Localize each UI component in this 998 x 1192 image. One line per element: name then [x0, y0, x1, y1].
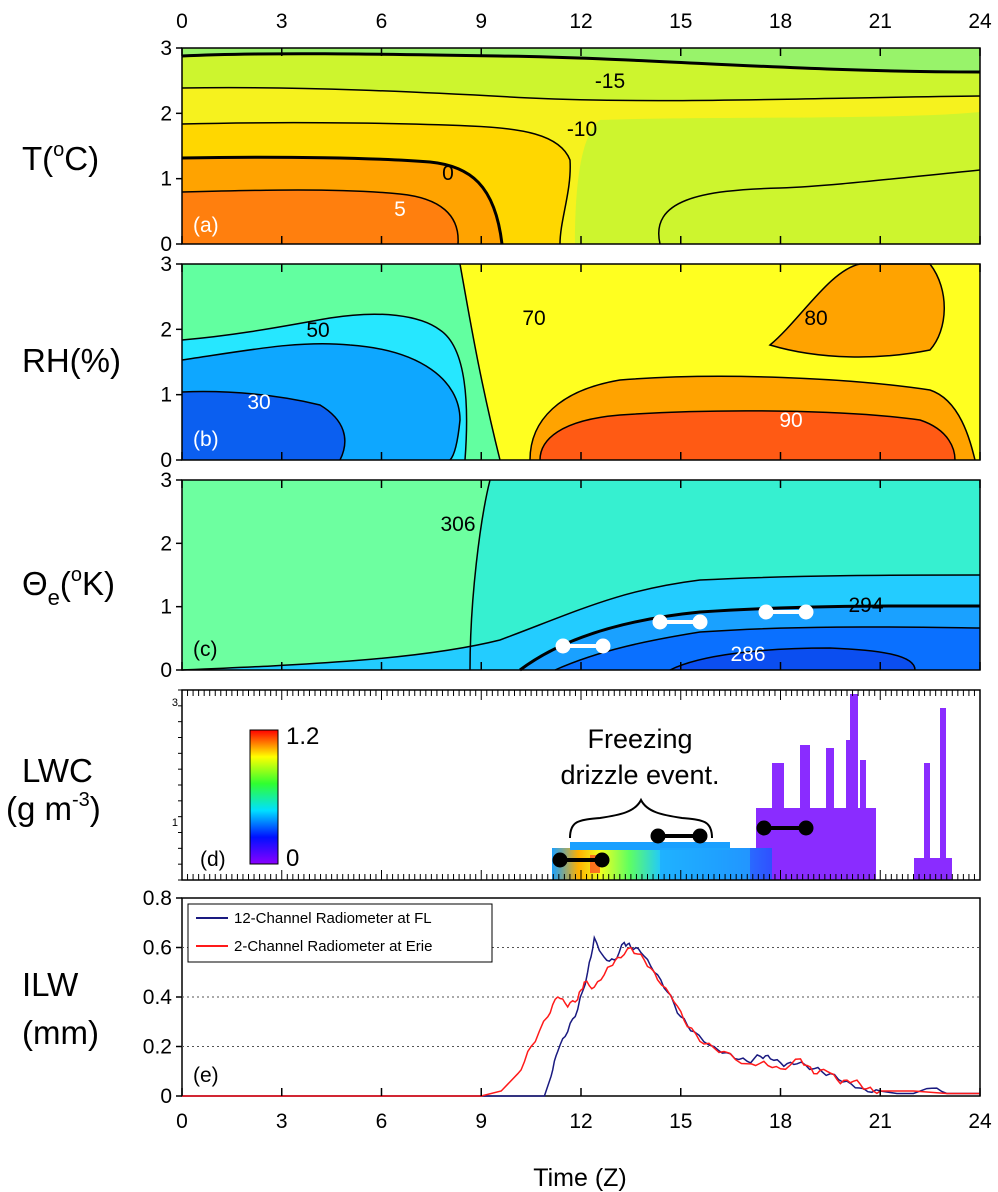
panel-b-letter: (b)	[193, 428, 219, 451]
x-tick-label: 15	[669, 1110, 692, 1133]
y-tick-label: 0	[160, 449, 172, 472]
panel-c-letter: (c)	[193, 638, 218, 661]
y-tick-label: 2	[160, 318, 172, 341]
ylabel-rh: RH(%)	[22, 342, 121, 379]
y-tick-label: 3	[160, 253, 172, 276]
x-tick-label: 9	[475, 1110, 487, 1133]
panel-c-markers	[555, 604, 814, 654]
y-tick-label: 0.2	[143, 1036, 172, 1059]
lwc-bars	[756, 694, 952, 880]
panel-a-contour-label: 0	[442, 162, 454, 185]
y-tick-label: 0	[160, 659, 172, 682]
x-tick-label: 12	[569, 1110, 592, 1133]
x-tick-label-top: 9	[475, 10, 487, 33]
x-tick-label-top: 21	[869, 10, 892, 33]
panel-d-ytick: 1	[172, 817, 178, 829]
panel-e-letter: (e)	[193, 1064, 219, 1087]
x-tick-label-top: 3	[276, 10, 288, 33]
legend: 12-Channel Radiometer at FL 2-Channel Ra…	[187, 903, 493, 963]
panel-b-contour-label: 50	[306, 319, 329, 342]
legend-label-12ch: 12-Channel Radiometer at FL	[234, 910, 432, 927]
panel-c-contour-label: 294	[848, 594, 883, 617]
x-tick-label: 3	[276, 1110, 288, 1133]
y-tick-label: 2	[160, 102, 172, 125]
x-tick-label: 24	[968, 1110, 992, 1133]
x-tick-label-top: 0	[176, 10, 188, 33]
panel-d-ytick: 3	[172, 697, 178, 709]
y-tick-label: 0.6	[143, 937, 172, 960]
x-tick-label: 0	[176, 1110, 188, 1133]
panel-d-markers	[552, 820, 814, 868]
panel-b: 50 70 80 30 90 (b)	[181, 263, 981, 461]
panel-c: 306 294 286 (c)	[181, 479, 981, 672]
panel-a-letter: (a)	[193, 214, 219, 237]
y-tick-label: 0.8	[143, 887, 172, 910]
panel-a: -15 -10 0 5 (a)	[181, 47, 981, 245]
x-tick-label-top: 15	[669, 10, 692, 33]
y-tick-label: 3	[160, 469, 172, 492]
panel-b-contour-label: 30	[247, 391, 270, 414]
colorbar-max-label: 1.2	[286, 723, 319, 750]
lwc-annotation-line2: drizzle event.	[560, 760, 719, 790]
x-tick-label: 6	[376, 1110, 388, 1133]
panel-e-series	[182, 934, 980, 1097]
panel-d-letter: (d)	[200, 848, 226, 871]
legend-label-2ch: 2-Channel Radiometer at Erie	[234, 938, 432, 955]
ylabel-lwc-units: (g m-3)	[6, 789, 101, 827]
panel-b-contour-label: 80	[804, 307, 827, 330]
panel-c-contour-label: 306	[440, 513, 475, 536]
y-tick-label: 0	[160, 1085, 172, 1108]
colorbar-min-label: 0	[286, 845, 299, 872]
y-tick-label: 2	[160, 532, 172, 555]
panel-a-contour-label: -15	[595, 70, 625, 93]
x-tick-label: 18	[769, 1110, 792, 1133]
ylabel-theta-e: Θe(oK)	[22, 564, 115, 610]
series-line-2-channel	[182, 946, 980, 1097]
panel-b-contour-label: 70	[522, 307, 545, 330]
x-tick-label: 21	[869, 1110, 892, 1133]
panel-a-contour-label: 5	[394, 198, 406, 221]
y-tick-label: 0.4	[143, 986, 173, 1009]
x-tick-label-top: 18	[769, 10, 792, 33]
x-tick-label-top: 12	[569, 10, 592, 33]
ylabel-lwc: LWC	[22, 752, 93, 789]
y-tick-label: 0	[160, 233, 172, 256]
y-tick-label: 1	[160, 168, 172, 191]
ylabel-ilw: ILW	[22, 966, 79, 1003]
x-axis-title: Time (Z)	[533, 1164, 627, 1192]
x-tick-label-top: 6	[376, 10, 388, 33]
row-labels: T(oC) RH(%) Θe(oK) LWC (g m-3) ILW (mm)	[6, 139, 121, 1051]
panel-e-gridlines	[182, 947, 980, 1047]
lwc-annotation-line1: Freezing	[587, 724, 692, 754]
panel-d-minor-ticks	[178, 689, 981, 881]
panel-a-contour-label: -10	[567, 118, 597, 141]
panel-c-contour-label: 286	[730, 643, 765, 666]
ylabel-ilw-units: (mm)	[22, 1014, 99, 1051]
panel-e: 12-Channel Radiometer at FL 2-Channel Ra…	[181, 897, 981, 1097]
panel-b-contour-label: 90	[779, 409, 802, 432]
ylabel-temperature: T(oC)	[22, 139, 99, 177]
x-tick-label-top: 24	[968, 10, 992, 33]
panel-d: 1.2 0 Freezing drizzle event.	[172, 689, 981, 881]
y-tick-label: 1	[160, 384, 172, 407]
y-tick-label: 1	[160, 596, 172, 619]
y-tick-label: 3	[160, 37, 172, 60]
